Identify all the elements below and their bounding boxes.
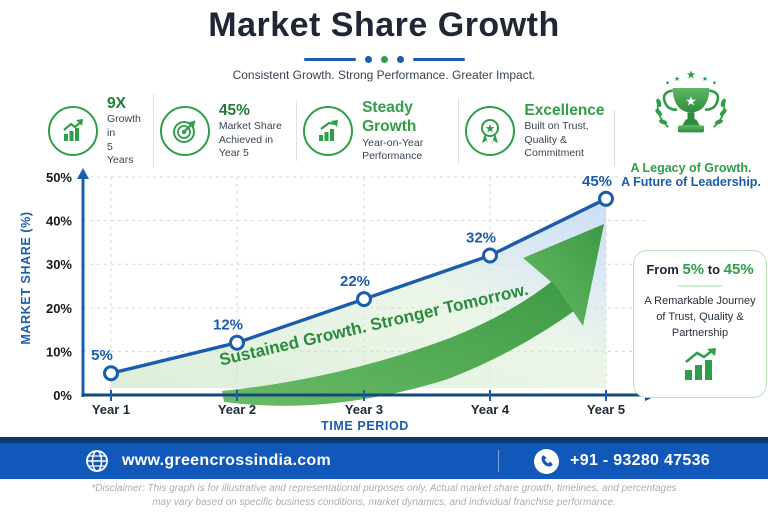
website-link[interactable]: www.greencrossindia.com	[122, 452, 332, 469]
to-value: 45%	[723, 261, 754, 278]
page-title: Market Share Growth	[208, 6, 560, 44]
disclaimer: *Disclaimer: This graph is for illustrat…	[0, 482, 768, 509]
svg-text:22%: 22%	[340, 273, 370, 290]
dot-blue-icon	[396, 56, 404, 63]
disclaimer-line2: may vary based on specific business cond…	[152, 496, 616, 508]
phone-number[interactable]: +91 - 93280 47536	[570, 452, 710, 469]
globe-icon	[86, 450, 108, 472]
badge-line: Year-on-Year	[362, 136, 424, 149]
svg-text:Year 3: Year 3	[345, 402, 383, 417]
from-value: 5%	[682, 261, 705, 278]
journey-summary-card: From 5% to 45% A Remarkable Journey of T…	[633, 250, 767, 398]
journey-text: A Remarkable Journey of Trust, Quality &…	[644, 295, 756, 339]
badge-line: Growth in	[107, 113, 141, 140]
svg-text:45%: 45%	[582, 173, 612, 190]
section-divider	[614, 110, 615, 166]
badge-stat: Excellence	[524, 101, 605, 119]
dot-blue-icon	[364, 56, 372, 63]
svg-text:★: ★	[485, 122, 496, 136]
svg-text:40%: 40%	[46, 214, 72, 229]
title-divider	[0, 56, 768, 63]
svg-text:Year 2: Year 2	[218, 402, 256, 417]
divider-line-left	[303, 58, 356, 61]
badge-excellence: ★ Excellence Built on Trust, Quality & C…	[459, 101, 617, 161]
badge-line: Performance	[362, 150, 423, 163]
svg-text:32%: 32%	[466, 230, 496, 247]
svg-text:★: ★	[702, 75, 708, 83]
svg-text:MARKET SHARE (%): MARKET SHARE (%)	[19, 211, 33, 344]
growth-bars-icon	[639, 347, 761, 385]
badge-line: Built on Trust,	[524, 120, 589, 133]
disclaimer-line1: *Disclaimer: This graph is for illustrat…	[91, 483, 677, 494]
badge-stat: 45%	[218, 101, 250, 119]
stats-badges-row: 9X Growth in 5 Years 45% Market Share Ac…	[42, 94, 617, 168]
badge-line: Achieved in Year 5	[218, 133, 274, 160]
svg-text:Year 1: Year 1	[92, 402, 130, 417]
footer-top-line	[0, 437, 768, 443]
badge-45-share: 45% Market Share Achieved in Year 5	[154, 100, 298, 162]
bar-growth-icon	[303, 105, 354, 156]
market-share-line-chart: Sustained Growth. Stronger Tomorrow.5%12…	[19, 168, 658, 433]
svg-text:50%: 50%	[46, 170, 72, 185]
svg-text:30%: 30%	[46, 257, 72, 272]
footer-separator	[498, 450, 500, 472]
medal-icon: ★	[465, 105, 516, 156]
svg-text:0%: 0%	[53, 388, 72, 403]
svg-text:20%: 20%	[46, 301, 72, 316]
svg-text:5%: 5%	[91, 347, 113, 364]
legacy-line1: A Legacy of Growth.	[630, 161, 752, 175]
legacy-line2: A Future of Leadership.	[621, 175, 761, 189]
growth-trend-icon	[48, 105, 98, 156]
badge-stat: 9X	[107, 95, 126, 112]
svg-text:★: ★	[685, 93, 697, 108]
badge-line: Quality & Commitment	[524, 133, 584, 160]
badge-line: Market Share	[218, 120, 282, 133]
svg-text:Year 4: Year 4	[471, 402, 510, 417]
svg-text:★: ★	[686, 69, 696, 81]
footer-bar: www.greencrossindia.com +91 - 93280 4753…	[0, 443, 768, 479]
badge-line: 5 Years	[107, 140, 134, 167]
footer-phone-group[interactable]: +91 - 93280 47536	[498, 448, 710, 474]
svg-text:Year 5: Year 5	[587, 402, 625, 417]
phone-icon	[534, 448, 560, 474]
card-divider	[678, 285, 722, 287]
svg-text:12%: 12%	[213, 317, 243, 334]
footer-website-group[interactable]: www.greencrossindia.com	[84, 448, 331, 474]
legacy-banner: ★ ★ ★ ★ A Legacy of Growth. A Future of …	[618, 62, 764, 189]
dot-green-icon	[380, 56, 388, 63]
to-word: to	[707, 262, 721, 277]
divider-line-right	[412, 58, 465, 61]
badge-stat: Steady Growth	[362, 98, 417, 136]
badge-steady-growth: Steady Growth Year-on-Year Performance	[297, 97, 460, 164]
svg-text:★: ★	[674, 75, 680, 83]
svg-text:10%: 10%	[46, 344, 72, 359]
from-word: From	[646, 262, 679, 277]
page-subtitle: Consistent Growth. Strong Performance. G…	[232, 68, 536, 82]
svg-text:TIME PERIOD: TIME PERIOD	[321, 419, 409, 433]
journey-headline: From 5% to 45%	[639, 261, 761, 278]
trophy-icon: ★ ★ ★ ★	[655, 69, 727, 133]
target-arrow-icon	[159, 105, 210, 156]
badge-9x-growth: 9X Growth in 5 Years	[42, 94, 154, 168]
